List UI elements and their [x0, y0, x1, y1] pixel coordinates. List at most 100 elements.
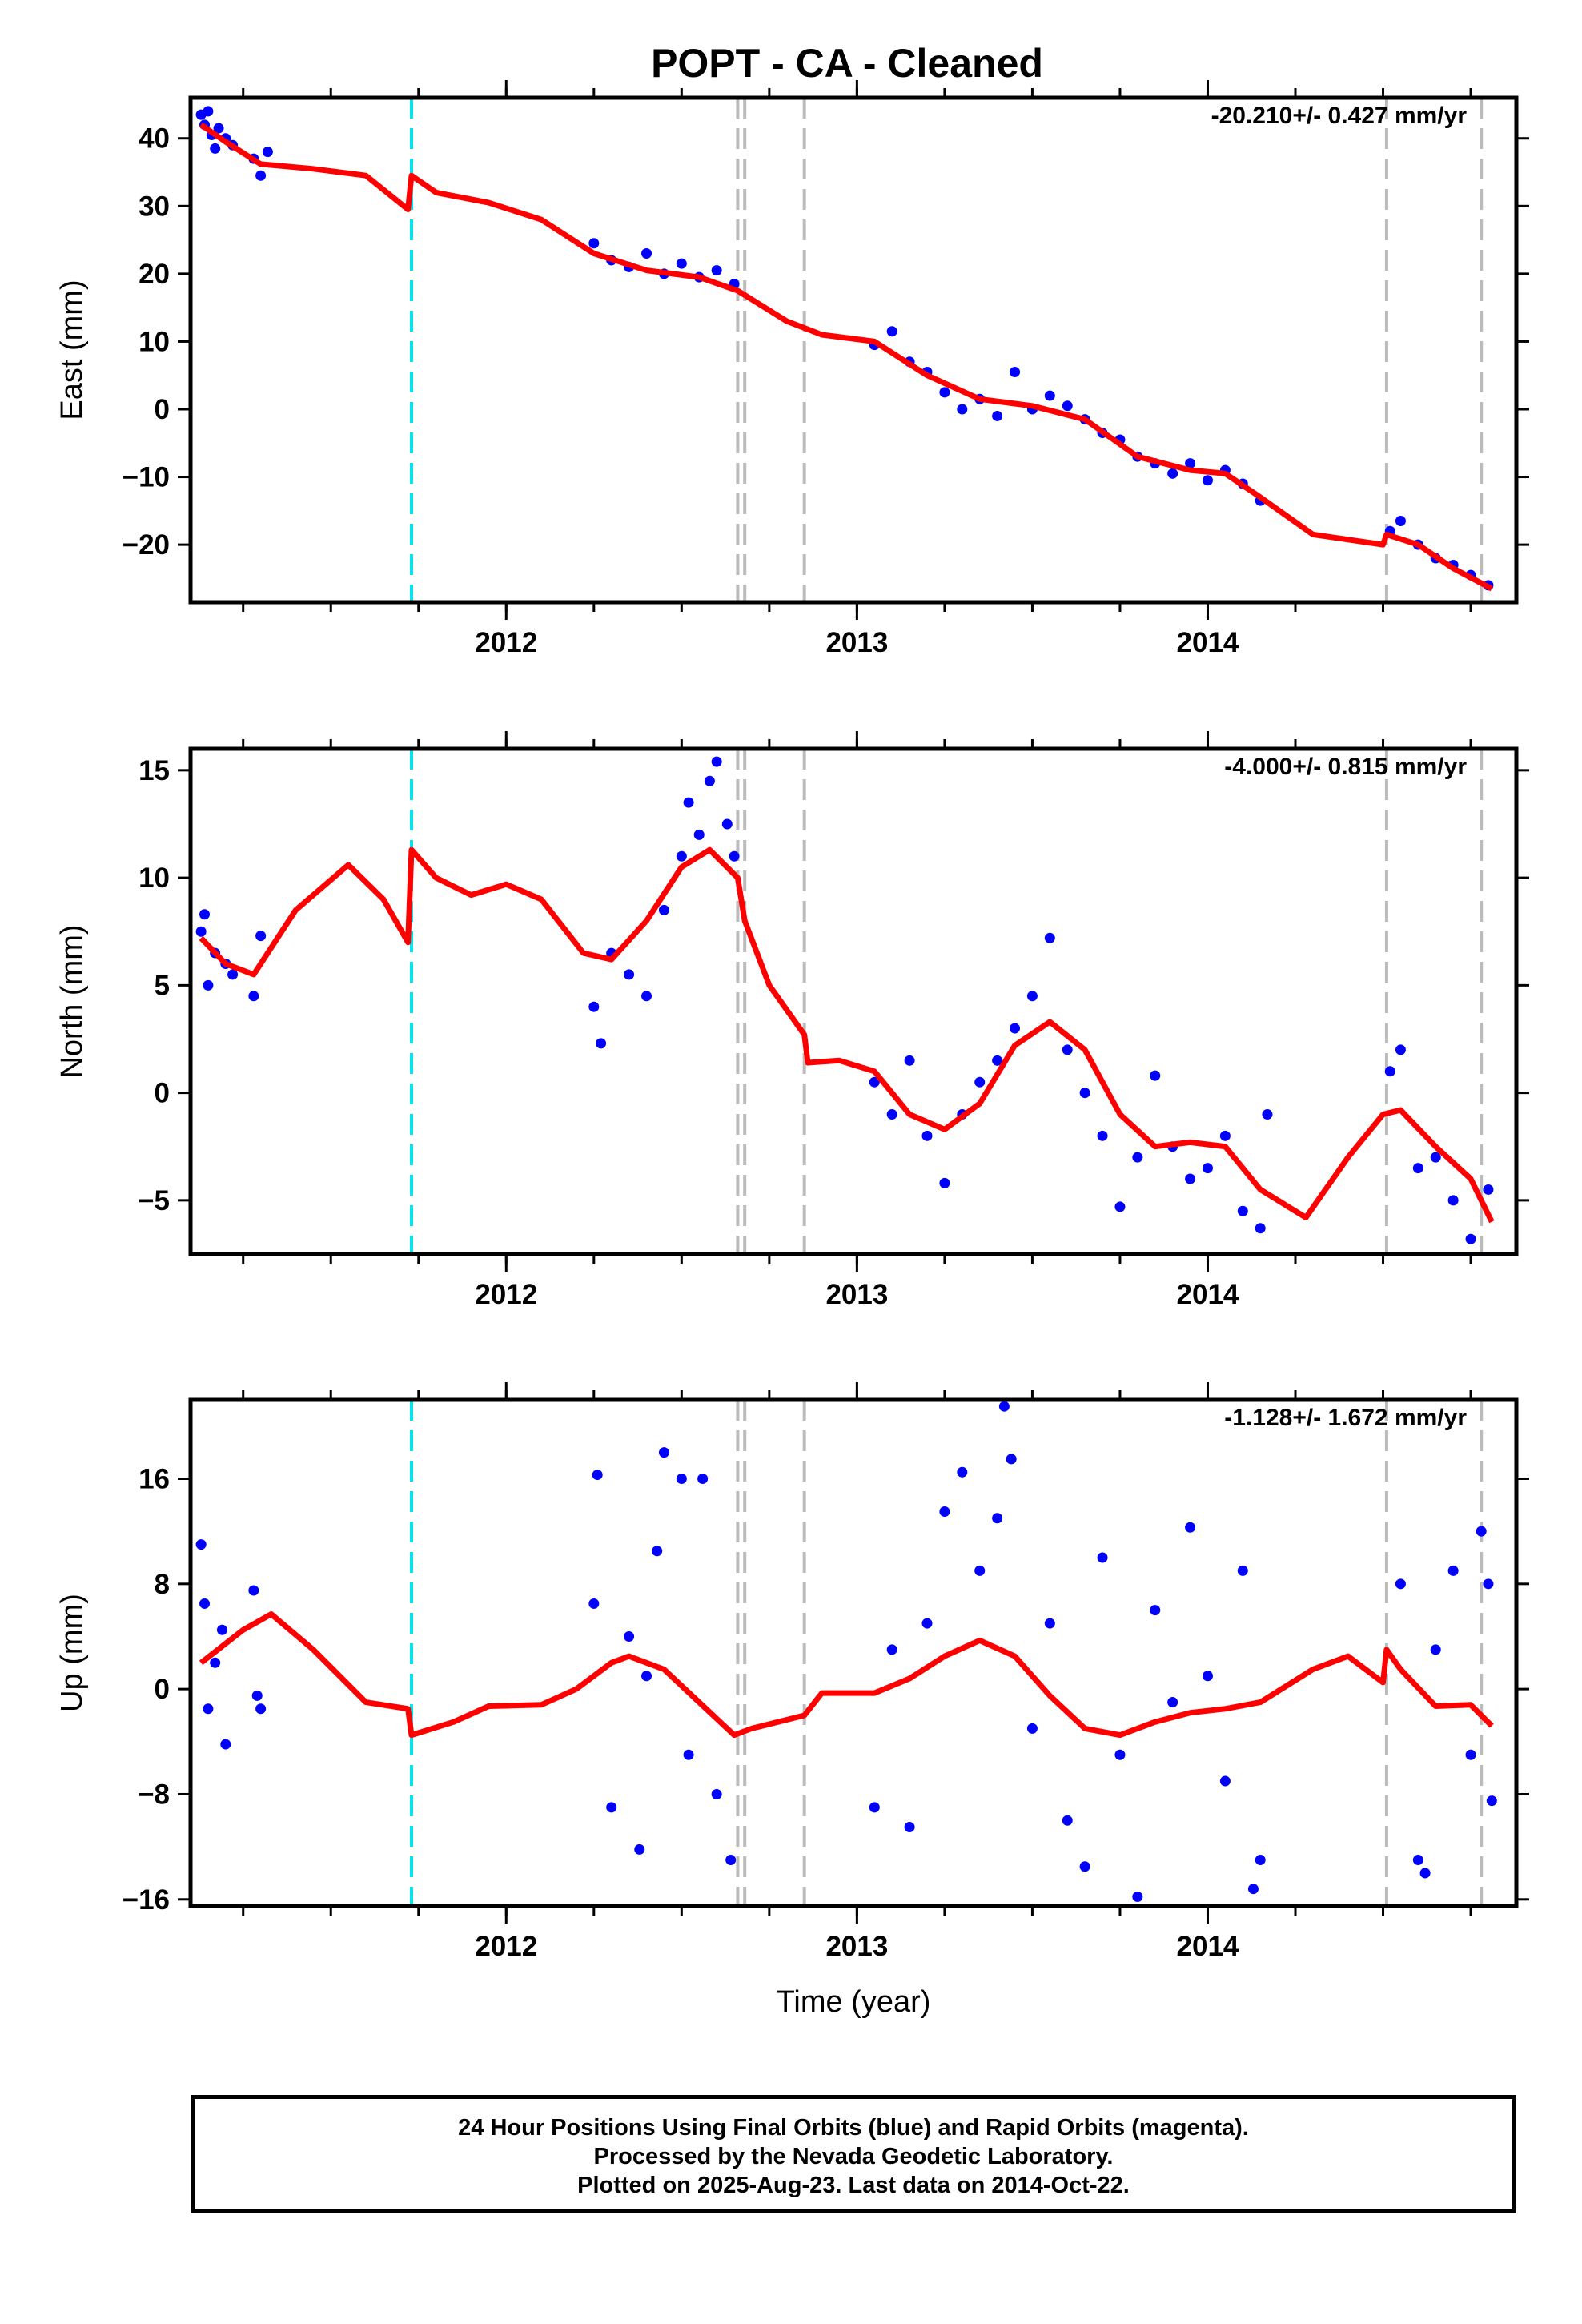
y-tick-label: 10 [139, 862, 170, 894]
data-point [1219, 1130, 1231, 1141]
data-point [1006, 1454, 1017, 1465]
y-tick-label: 8 [155, 1569, 170, 1600]
footer-line-3: Plotted on 2025-Aug-23. Last data on 201… [577, 2173, 1130, 2198]
data-point [1010, 1023, 1021, 1034]
data-point [1114, 1749, 1126, 1760]
data-point [1167, 1697, 1178, 1708]
y-tick-label: 5 [155, 970, 170, 1001]
y-axis-label: East (mm) [55, 279, 89, 420]
x-tick-label: 2013 [825, 627, 888, 658]
data-point [1062, 400, 1073, 412]
data-point [992, 410, 1003, 421]
data-point [711, 265, 722, 276]
data-point [1010, 366, 1021, 377]
data-point [1114, 1201, 1126, 1212]
y-axis-label: Up (mm) [55, 1594, 89, 1712]
model-curve [199, 1611, 1494, 1739]
data-point [939, 1177, 950, 1188]
data-point [904, 1055, 915, 1066]
data-point [1465, 1749, 1476, 1760]
data-point [255, 170, 267, 181]
data-point [658, 1447, 669, 1458]
model-curve [199, 122, 1493, 592]
data-point [1132, 1892, 1143, 1903]
data-point [624, 969, 635, 980]
data-point [1044, 390, 1055, 401]
data-point [1150, 1605, 1161, 1616]
data-point [262, 147, 273, 158]
data-point [203, 1703, 214, 1715]
data-point [992, 1055, 1003, 1066]
y-tick-label: 20 [139, 259, 170, 290]
y-tick-label: −8 [138, 1779, 170, 1810]
data-point [1097, 1552, 1108, 1563]
data-point [1412, 1855, 1423, 1866]
y-tick-label: −5 [138, 1185, 170, 1216]
x-axis-label: Time (year) [777, 1985, 931, 2019]
data-point [939, 1506, 950, 1518]
data-point [1430, 1152, 1441, 1163]
rate-label: -20.210+/- 0.427 mm/yr [1211, 103, 1468, 129]
data-point [1483, 1578, 1494, 1590]
x-tick-label: 2014 [1177, 1931, 1239, 1962]
data-point [1026, 1723, 1038, 1734]
data-point [658, 904, 669, 915]
data-point [1384, 1066, 1395, 1077]
data-point [676, 850, 687, 862]
data-point [210, 1657, 221, 1668]
data-point [1395, 1044, 1406, 1055]
y-tick-label: 0 [155, 1674, 170, 1705]
rate-label: -1.128+/- 1.672 mm/yr [1224, 1405, 1467, 1431]
data-point [886, 326, 897, 337]
y-tick-label: 40 [139, 123, 170, 155]
data-point [248, 1585, 259, 1596]
data-point [588, 1001, 600, 1012]
y-tick-label: 0 [155, 1078, 170, 1109]
data-point [974, 1565, 986, 1576]
data-point [606, 1802, 617, 1813]
data-point [652, 1546, 663, 1557]
data-point [998, 1401, 1010, 1412]
data-point [588, 238, 600, 249]
data-point [721, 818, 733, 830]
model-curve [199, 846, 1495, 1224]
chart-title: POPT - CA - Cleaned [651, 41, 1043, 86]
data-point [255, 1703, 267, 1715]
data-point [704, 775, 715, 786]
data-point [1255, 1855, 1266, 1866]
data-point [1062, 1815, 1073, 1826]
y-axis-label: North (mm) [55, 924, 89, 1078]
data-point [1412, 1163, 1423, 1174]
data-point [1395, 516, 1406, 527]
data-point [1044, 1618, 1055, 1629]
y-tick-label: −16 [122, 1884, 170, 1916]
x-tick-label: 2012 [475, 1279, 537, 1310]
data-point [693, 829, 705, 840]
y-tick-label: 0 [155, 394, 170, 425]
data-point [199, 909, 211, 920]
data-point [957, 1466, 968, 1478]
rate-label: -4.000+/- 0.815 mm/yr [1224, 754, 1467, 780]
data-point [592, 1470, 603, 1481]
data-point [1430, 1644, 1441, 1655]
data-point [1185, 1522, 1196, 1533]
data-point [1185, 1173, 1196, 1184]
data-point [195, 1539, 207, 1550]
data-point [676, 1473, 687, 1484]
data-point [1202, 1671, 1213, 1682]
data-point [697, 1473, 709, 1484]
data-point [1185, 458, 1196, 469]
x-tick-label: 2012 [475, 627, 537, 658]
data-point [1202, 1163, 1213, 1174]
data-point [939, 387, 950, 398]
data-point [886, 1644, 897, 1655]
data-point [1237, 1565, 1248, 1576]
y-tick-label: 30 [139, 191, 170, 222]
plot-frame [188, 746, 1519, 1256]
data-point [195, 926, 207, 937]
data-point [213, 123, 224, 134]
data-point [216, 1624, 227, 1635]
data-point [683, 797, 694, 808]
plot-frame [188, 1397, 1519, 1908]
footer-line-2: Processed by the Nevada Geodetic Laborat… [593, 2144, 1114, 2169]
